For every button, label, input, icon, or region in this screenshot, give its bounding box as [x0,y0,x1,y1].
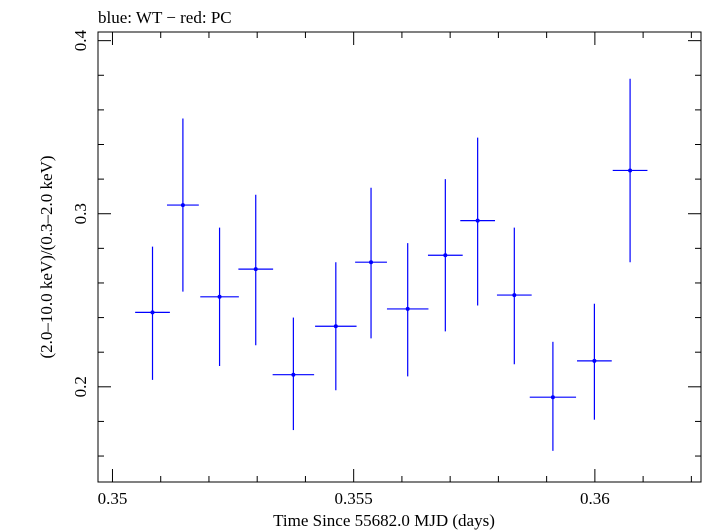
data-marker [550,395,555,400]
data-point [612,78,648,263]
data-point [577,303,612,420]
data-marker [217,294,222,299]
data-marker [369,260,374,265]
data-point [460,137,496,306]
data-marker [405,306,410,311]
data-marker [512,293,517,298]
chart-title: blue: WT − red: PC [98,8,232,27]
data-point [496,227,532,365]
x-tick-label: 0.35 [98,489,128,508]
data-marker [628,168,633,173]
y-tick-label: 0.3 [71,203,90,224]
data-marker [443,253,448,258]
data-point [200,227,239,367]
y-axis-label: (2.0–10.0 keV)/(0.3–2.0 keV) [37,155,56,358]
data-marker [180,203,185,208]
data-point [427,179,463,332]
data-marker [253,267,258,272]
data-marker [150,310,155,315]
data-marker [333,324,338,329]
data-point [529,341,577,451]
data-marker [291,372,296,377]
data-marker [475,218,480,223]
x-tick-label: 0.355 [335,489,373,508]
x-axis-label: Time Since 55682.0 MJD (days) [273,511,495,530]
data-point [355,187,387,339]
data-series [135,78,648,451]
y-tick-label: 0.2 [71,376,90,397]
y-tick-label: 0.4 [71,30,90,52]
data-marker [592,358,597,363]
data-point [166,118,199,292]
axis-tick-labels: 0.35 0.355 0.36 0.2 0.3 0.4 [71,30,610,508]
data-point [315,262,357,391]
data-point [386,243,429,377]
axis-ticks [98,32,701,482]
plot-frame [97,31,702,483]
data-point [272,317,315,431]
data-point [135,246,170,380]
x-tick-label: 0.36 [580,489,610,508]
data-point [238,194,274,346]
